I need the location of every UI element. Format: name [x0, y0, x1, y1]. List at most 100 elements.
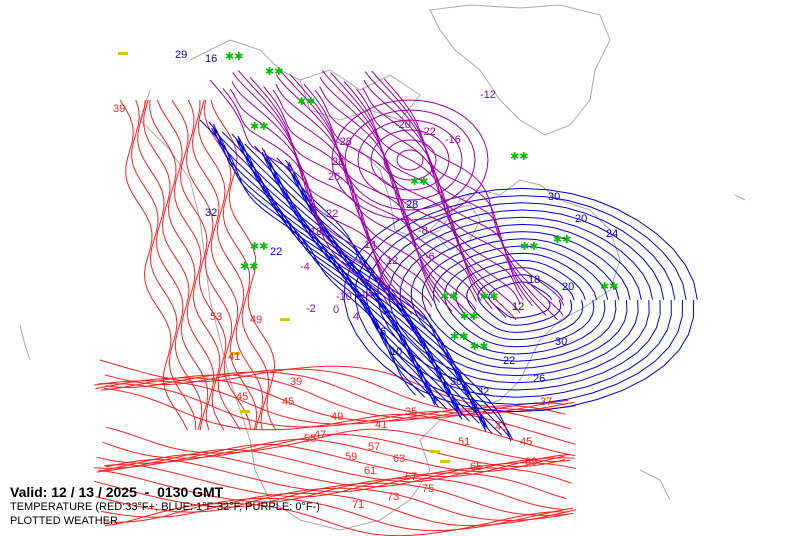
contour-label: -8 [418, 225, 428, 237]
coastline [189, 39, 301, 81]
isotherm-line [137, 99, 203, 431]
isotherm-line [103, 464, 567, 499]
weather-symbol-snow: ✱✱ [440, 291, 458, 303]
isotherm-line [275, 74, 466, 320]
contour-label: 39 [113, 103, 125, 115]
weather-symbol-haze [118, 52, 128, 55]
contour-label: -10 [336, 291, 352, 303]
isotherm-line [93, 443, 570, 478]
weather-symbol-snow: ✱✱ [510, 151, 528, 163]
isotherm-line [261, 151, 488, 428]
isotherm-line [303, 83, 477, 302]
weather-symbol-snow: ✱✱ [600, 281, 618, 293]
isotherm-line [105, 426, 570, 462]
isotherm-line [279, 69, 475, 319]
contour-label: 18 [310, 226, 322, 238]
contour-label: 59 [345, 451, 357, 463]
isotherm-line [371, 70, 564, 316]
isotherm-line [331, 99, 489, 221]
isotherm-line [156, 99, 225, 431]
contour-label: 6 [380, 326, 386, 338]
isotherm-line [364, 71, 559, 321]
contour-label: 41 [375, 419, 387, 431]
isotherm-line [388, 216, 653, 384]
coastline [139, 89, 621, 531]
isotherm-line [131, 99, 197, 431]
contour-label: 0 [333, 304, 339, 316]
isotherm-line [95, 487, 574, 522]
isotherm-line [96, 448, 575, 483]
layer-label: PLOTTED WEATHER [10, 515, 118, 527]
isotherm-line [455, 259, 586, 341]
contour-label: 22 [503, 355, 515, 367]
isotherm-line [237, 135, 457, 412]
isotherm-line [171, 99, 241, 431]
isotherm-line [238, 137, 463, 414]
contour-label: 24 [606, 228, 618, 240]
isotherm-line [149, 99, 215, 431]
contour-label: -16 [445, 134, 461, 146]
weather-symbol-snow: ✱✱ [520, 241, 538, 253]
coastline-layer [19, 4, 746, 531]
isotherm-line [319, 76, 507, 318]
cold-contours [199, 119, 698, 442]
contour-label: 12 [386, 255, 398, 267]
contour-label: 22 [326, 208, 338, 220]
temperature-legend: TEMPERATURE (RED:33°F+; BLUE: 1°F-32°F, … [10, 501, 320, 513]
isotherm-line [356, 88, 524, 301]
isotherm-line [383, 139, 437, 181]
isotherm-line [104, 502, 568, 536]
isotherm-line [396, 149, 424, 171]
contour-label: 51 [458, 436, 470, 448]
isotherm-line [104, 368, 574, 414]
coastline [299, 69, 421, 121]
contour-label: 28 [332, 156, 344, 168]
weather-symbol-haze [440, 460, 450, 463]
contour-label: 8 [376, 275, 382, 287]
contour-label: 10 [390, 346, 402, 358]
isotherm-line [410, 231, 631, 369]
contour-label: 65 [470, 461, 482, 473]
isotherm-line [185, 99, 252, 431]
isotherm-line [229, 88, 400, 305]
contour-label: 41 [228, 351, 240, 363]
weather-symbol-haze [230, 352, 240, 355]
contour-label: 69 [525, 456, 537, 468]
isotherm-line [232, 72, 425, 321]
coastline [429, 204, 481, 251]
isotherm-line [102, 453, 576, 488]
contour-label: 53 [210, 311, 222, 323]
isotherm-line [432, 245, 609, 355]
isotherm-line [344, 109, 476, 211]
isotherm-line [263, 86, 434, 301]
isotherm-line [354, 195, 687, 405]
weather-symbol-snow: ✱✱ [553, 234, 571, 246]
contour-label: 30 [555, 336, 567, 348]
contour-label: 22 [270, 246, 282, 258]
contour-label: 37 [540, 396, 552, 408]
contour-label: 73 [387, 491, 399, 503]
contour-label: 4 [353, 311, 359, 323]
isotherm-line [197, 99, 264, 431]
isotherm-line [363, 79, 547, 316]
contour-label: 32 [205, 207, 217, 219]
contour-label: 26 [533, 373, 545, 385]
isotherm-line [286, 165, 512, 442]
weather-symbol-snow: ✱✱ [410, 176, 428, 188]
isotherm-line [119, 99, 188, 431]
contour-label: 55 [304, 433, 316, 445]
contour-label: -12 [480, 89, 496, 101]
isotherm-line [105, 497, 574, 532]
subzero-contours [209, 69, 565, 321]
contour-label: 49 [331, 411, 343, 423]
isotherm-line [357, 119, 463, 201]
contour-label: -2 [306, 303, 316, 315]
isotherm-line [343, 187, 698, 413]
contour-label: -4 [300, 261, 310, 273]
isotherm-line [330, 72, 521, 313]
weather-symbol-snow: ✱✱ [480, 291, 498, 303]
weather-symbol-snow: ✱✱ [240, 261, 258, 273]
